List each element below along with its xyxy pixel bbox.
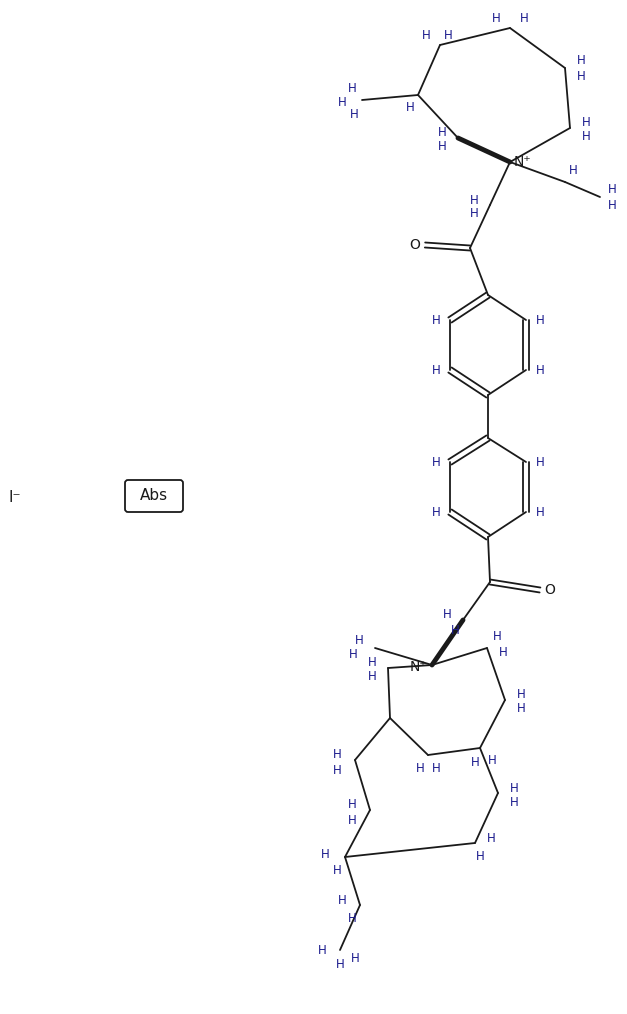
Text: H: H (498, 646, 507, 658)
Text: H: H (333, 865, 341, 877)
Text: O: O (409, 238, 421, 252)
Text: H: H (416, 763, 424, 776)
Text: N⁺: N⁺ (513, 155, 531, 169)
Text: H: H (535, 363, 544, 376)
Text: N⁺: N⁺ (409, 660, 427, 674)
Text: H: H (569, 163, 577, 176)
Text: H: H (444, 28, 452, 42)
Text: H: H (510, 797, 519, 809)
Text: H: H (577, 54, 586, 67)
Text: H: H (406, 100, 414, 114)
Text: H: H (535, 455, 544, 468)
FancyBboxPatch shape (125, 480, 183, 512)
Text: H: H (470, 207, 478, 219)
Text: H: H (333, 748, 341, 762)
Text: H: H (431, 763, 440, 776)
Text: H: H (517, 702, 525, 715)
Text: H: H (318, 943, 327, 956)
Text: H: H (492, 11, 500, 24)
Text: H: H (608, 183, 616, 196)
Text: H: H (476, 851, 485, 864)
Text: H: H (349, 648, 357, 660)
Text: H: H (438, 140, 446, 152)
Text: H: H (333, 764, 341, 777)
Text: H: H (320, 849, 329, 862)
Text: H: H (337, 893, 346, 907)
Text: H: H (487, 831, 495, 845)
Text: H: H (337, 95, 346, 108)
Text: H: H (335, 957, 344, 970)
Text: H: H (582, 130, 591, 143)
Text: H: H (488, 753, 497, 767)
Text: H: H (493, 630, 502, 643)
Text: H: H (535, 313, 544, 327)
Text: H: H (367, 656, 376, 669)
Text: H: H (431, 455, 440, 468)
Text: H: H (471, 755, 480, 769)
Text: H: H (347, 913, 356, 926)
Text: H: H (438, 126, 446, 139)
Text: H: H (347, 81, 356, 94)
Text: H: H (520, 11, 529, 24)
Text: H: H (443, 608, 451, 622)
Text: H: H (347, 813, 356, 826)
Text: H: H (350, 951, 359, 964)
Text: H: H (431, 313, 440, 327)
Text: I⁻: I⁻ (8, 490, 21, 505)
Text: Abs: Abs (140, 489, 168, 504)
Text: H: H (367, 669, 376, 682)
Text: H: H (431, 363, 440, 376)
Text: H: H (451, 624, 460, 637)
Text: H: H (517, 689, 525, 702)
Text: H: H (470, 194, 478, 207)
Text: O: O (545, 583, 556, 597)
Text: H: H (582, 116, 591, 129)
Text: H: H (535, 506, 544, 518)
Text: H: H (608, 199, 616, 212)
Text: H: H (347, 798, 356, 811)
Text: H: H (431, 506, 440, 518)
Text: H: H (355, 634, 364, 647)
Text: H: H (510, 782, 519, 795)
Text: H: H (350, 107, 359, 121)
Text: H: H (577, 70, 586, 82)
Text: H: H (421, 28, 430, 42)
